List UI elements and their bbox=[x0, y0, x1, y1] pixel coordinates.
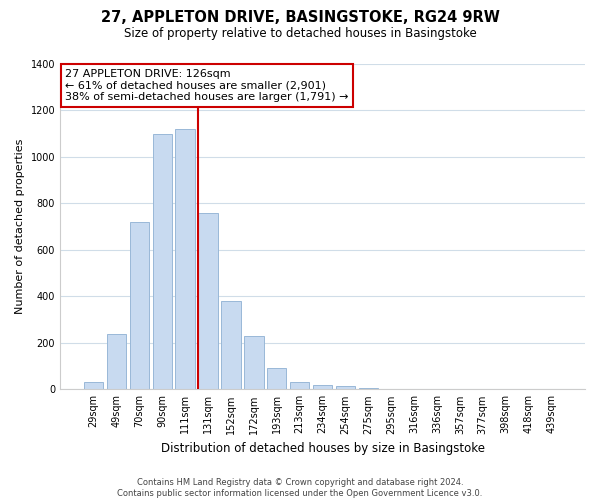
Bar bbox=[313, 384, 332, 390]
Bar bbox=[130, 222, 149, 390]
Text: Contains HM Land Registry data © Crown copyright and database right 2024.
Contai: Contains HM Land Registry data © Crown c… bbox=[118, 478, 482, 498]
Bar bbox=[359, 388, 378, 390]
Bar bbox=[152, 134, 172, 390]
Text: Size of property relative to detached houses in Basingstoke: Size of property relative to detached ho… bbox=[124, 28, 476, 40]
Bar bbox=[335, 386, 355, 390]
Y-axis label: Number of detached properties: Number of detached properties bbox=[15, 139, 25, 314]
Bar bbox=[84, 382, 103, 390]
X-axis label: Distribution of detached houses by size in Basingstoke: Distribution of detached houses by size … bbox=[161, 442, 485, 455]
Bar bbox=[221, 301, 241, 390]
Bar bbox=[199, 212, 218, 390]
Bar bbox=[107, 334, 126, 390]
Bar bbox=[267, 368, 286, 390]
Bar bbox=[175, 129, 195, 390]
Bar bbox=[244, 336, 263, 390]
Text: 27 APPLETON DRIVE: 126sqm
← 61% of detached houses are smaller (2,901)
38% of se: 27 APPLETON DRIVE: 126sqm ← 61% of detac… bbox=[65, 69, 349, 102]
Text: 27, APPLETON DRIVE, BASINGSTOKE, RG24 9RW: 27, APPLETON DRIVE, BASINGSTOKE, RG24 9R… bbox=[101, 10, 499, 25]
Bar bbox=[290, 382, 310, 390]
